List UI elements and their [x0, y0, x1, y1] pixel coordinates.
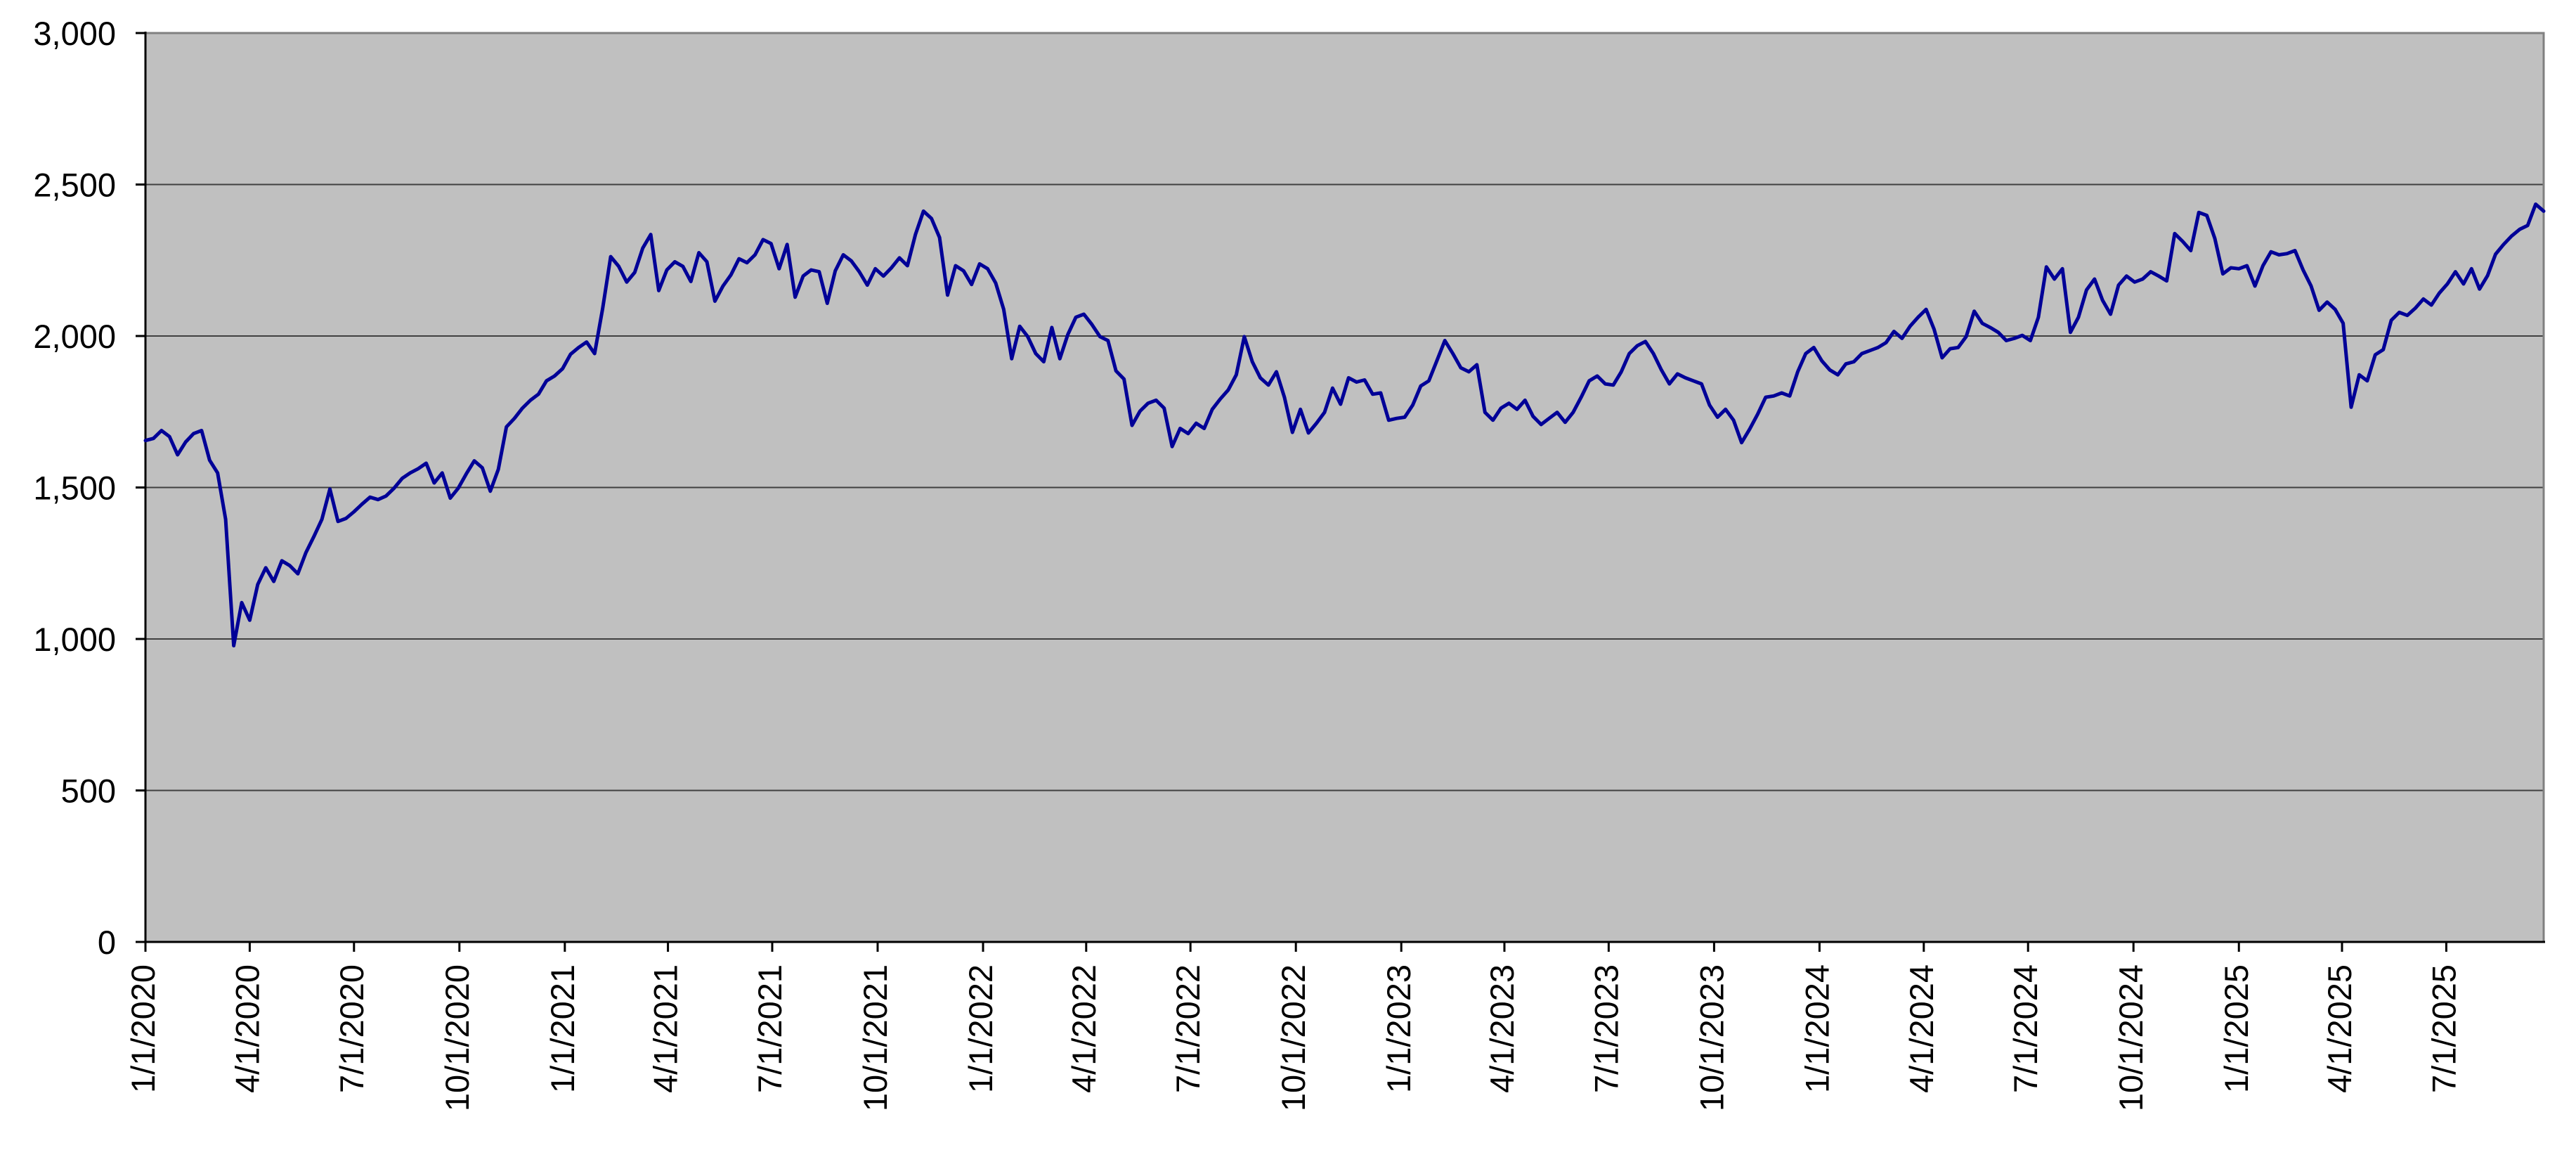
y-gridlines [145, 183, 2544, 792]
y-tick-label: 2,000 [33, 318, 116, 355]
y-tick-label: 1,000 [33, 621, 116, 658]
x-axis-ticks [144, 942, 2447, 952]
y-axis-labels: 0 500 1,000 1,500 2,000 2,500 3,000 [33, 15, 116, 961]
x-tick-label: 4/1/2021 [647, 964, 684, 1093]
x-tick-label: 1/1/2025 [2218, 964, 2255, 1093]
x-tick-label: 4/1/2022 [1065, 964, 1102, 1093]
y-tick-label: 3,000 [33, 15, 116, 52]
x-tick-label: 10/1/2023 [1693, 964, 1730, 1111]
x-tick-label: 1/1/2023 [1380, 964, 1417, 1093]
y-tick-label: 2,500 [33, 167, 116, 204]
x-tick-label: 7/1/2025 [2425, 964, 2462, 1093]
x-tick-label: 1/1/2021 [544, 964, 581, 1093]
y-axis-ticks [136, 32, 145, 943]
x-tick-label: 10/1/2021 [857, 964, 894, 1111]
x-axis-labels: 1/1/2020 4/1/2020 7/1/2020 10/1/2020 1/1/202… [124, 964, 2462, 1111]
x-tick-label: 4/1/2020 [228, 964, 266, 1093]
y-tick-label: 0 [98, 924, 116, 961]
x-tick-label: 1/1/2022 [962, 964, 999, 1093]
x-tick-label: 7/1/2021 [751, 964, 788, 1093]
x-tick-label: 7/1/2024 [2007, 964, 2044, 1093]
x-tick-label: 4/1/2024 [1903, 964, 1940, 1093]
data-series-line [143, 202, 2546, 647]
x-tick-label: 1/1/2020 [124, 964, 162, 1093]
x-tick-label: 4/1/2023 [1483, 964, 1521, 1093]
x-tick-label: 7/1/2022 [1169, 964, 1206, 1093]
y-tick-label: 500 [61, 773, 116, 810]
x-tick-label: 7/1/2020 [333, 964, 370, 1093]
y-tick-label: 1,500 [33, 470, 116, 507]
x-tick-label: 1/1/2024 [1798, 964, 1835, 1093]
x-tick-label: 10/1/2024 [2112, 964, 2149, 1111]
x-tick-label: 7/1/2023 [1587, 964, 1625, 1093]
x-tick-label: 10/1/2020 [438, 964, 476, 1111]
x-tick-label: 10/1/2022 [1275, 964, 1312, 1111]
x-tick-label: 4/1/2025 [2321, 964, 2358, 1093]
